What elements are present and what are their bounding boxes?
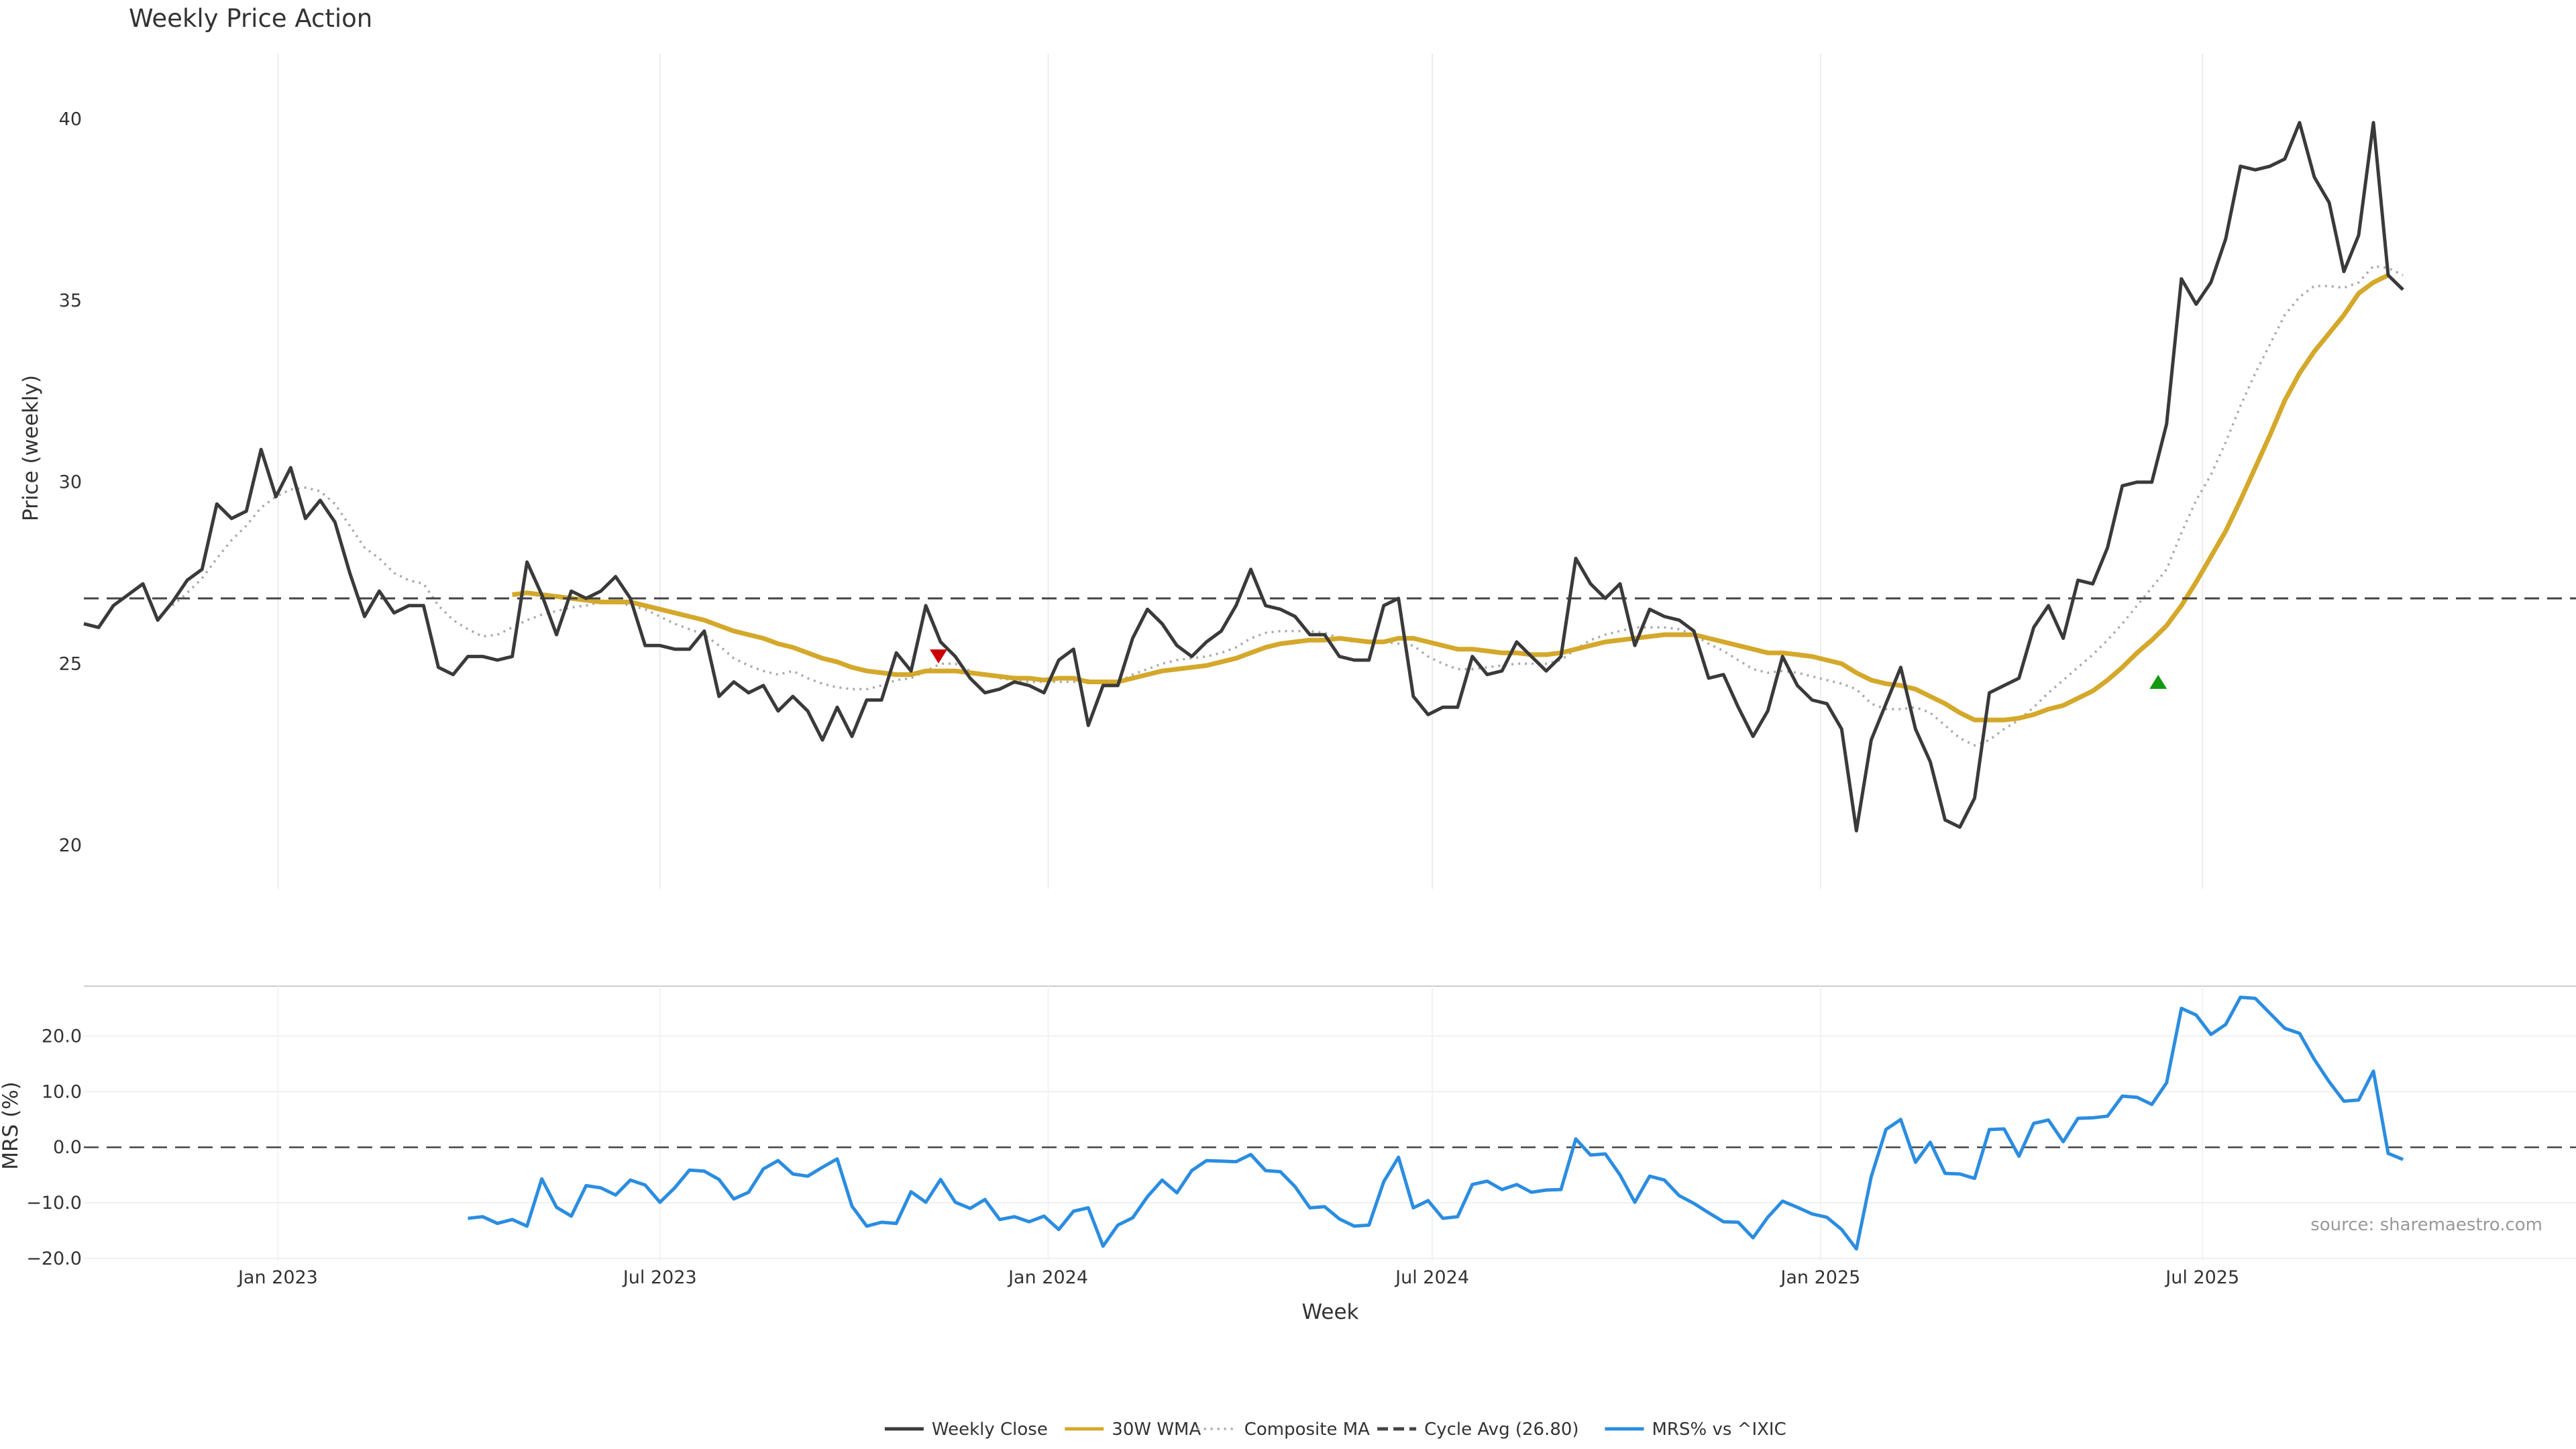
legend-item-weekly-close: Weekly Close: [884, 1419, 1048, 1440]
mrs-y-tick-label: −10.0: [26, 1193, 82, 1214]
x-tick-label: Jul 2025: [2164, 1267, 2239, 1288]
legend-label: 30W WMA: [1112, 1419, 1201, 1440]
x-ticks: Jan 2023 Jul 2023 Jan 2024 Jul 2024 Jan 2025…: [237, 1267, 2239, 1288]
legend-label: MRS% vs ^IXIC: [1652, 1419, 1786, 1440]
price-y-axis-title: Price (weekly): [19, 375, 43, 521]
price-series: [83, 121, 2576, 833]
mrs-y-tick-label: 0.0: [53, 1137, 82, 1158]
x-axis-title: Week: [1302, 1300, 1359, 1324]
legend-item-cycle-avg-26-80: Cycle Avg (26.80): [1377, 1419, 1579, 1440]
mrs-y-ticks: 20.0 10.0 0.0 −10.0 −20.0: [26, 1026, 82, 1269]
30w-wma-line: [512, 273, 2390, 722]
legend-item-composite-ma: Composite MA: [1197, 1419, 1370, 1440]
legend: Weekly Close 30W WMA Composite MA Cycle Avg…: [884, 1419, 1786, 1440]
mrs-y-tick-label: 20.0: [42, 1026, 82, 1047]
buy-signal-marker: [2149, 675, 2167, 689]
mrs-y-tick-label: 10.0: [42, 1081, 82, 1102]
mrs-series: [468, 996, 2404, 1251]
x-tick-label: Jul 2024: [1394, 1267, 1469, 1288]
mrs-line: [468, 996, 2404, 1251]
legend-item-30w-wma: 30W WMA: [1065, 1419, 1201, 1440]
price-y-tick-label: 35: [59, 290, 82, 311]
x-tick-label: Jan 2025: [1779, 1267, 1860, 1288]
mrs-grid: [84, 986, 2576, 1261]
signal-markers: [929, 649, 2167, 689]
composite-ma-line: [171, 264, 2404, 747]
sell-signal-marker: [929, 649, 947, 663]
mrs-panel: MRS (%) 20.0 10.0 0.0 −10.0 −20.0 Jan 2023 Ju…: [0, 986, 2576, 1324]
legend-label: Cycle Avg (26.80): [1424, 1419, 1578, 1440]
price-y-tick-label: 40: [59, 109, 82, 129]
price-y-tick-label: 30: [59, 472, 82, 493]
x-tick-label: Jan 2023: [237, 1267, 318, 1288]
mrs-y-axis-title: MRS (%): [0, 1081, 23, 1169]
price-grid: [277, 54, 2204, 889]
legend-item-mrs-vs-ixic: MRS% vs ^IXIC: [1605, 1419, 1786, 1440]
legend-label: Weekly Close: [932, 1419, 1048, 1440]
mrs-y-tick-label: −20.0: [26, 1248, 82, 1269]
source-note: source: sharemaestro.com: [2310, 1215, 2542, 1235]
x-tick-label: Jan 2024: [1007, 1267, 1088, 1288]
price-y-ticks: 20 25 30 35 40: [59, 109, 82, 856]
price-panel: Weekly Price Action Price (weekly) 20 25 3…: [19, 4, 2576, 889]
weekly-close-line: [83, 121, 2404, 833]
price-y-tick-label: 25: [59, 653, 82, 674]
legend-label: Composite MA: [1244, 1419, 1370, 1440]
chart-title: Weekly Price Action: [129, 4, 372, 33]
x-tick-label: Jul 2023: [622, 1267, 697, 1288]
price-y-tick-label: 20: [59, 835, 82, 856]
